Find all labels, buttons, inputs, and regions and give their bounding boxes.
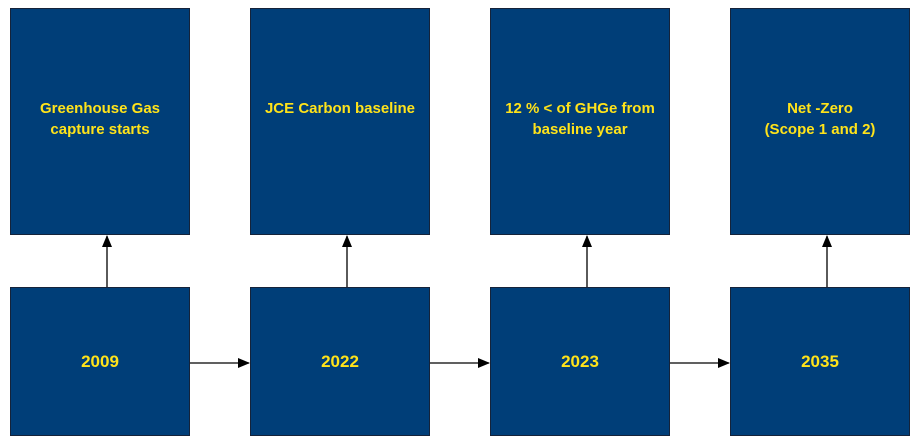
year-label: 2035 [801,352,839,371]
milestone-box-2022: JCE Carbon baseline [250,8,430,235]
year-box: 2009 [10,287,190,436]
year-label: 2022 [321,352,359,371]
year-label: 2023 [561,352,599,371]
milestone-box-2035: Net -Zero (Scope 1 and 2) [730,8,910,235]
milestone-label: Net -Zero (Scope 1 and 2) [764,100,876,138]
year-box: 2022 [250,287,430,436]
year-box: 2035 [730,287,910,436]
milestone-label: Greenhouse Gas capture starts [39,100,161,138]
year-label: 2009 [81,352,119,371]
year-box: 2023 [490,287,670,436]
milestone-box-2023: 12 % < of GHGe from baseline year [490,8,670,235]
milestone-label: JCE Carbon baseline [264,100,416,117]
milestone-box-2009: Greenhouse Gas capture starts [10,8,190,235]
milestone-label: 12 % < of GHGe from baseline year [505,100,655,138]
